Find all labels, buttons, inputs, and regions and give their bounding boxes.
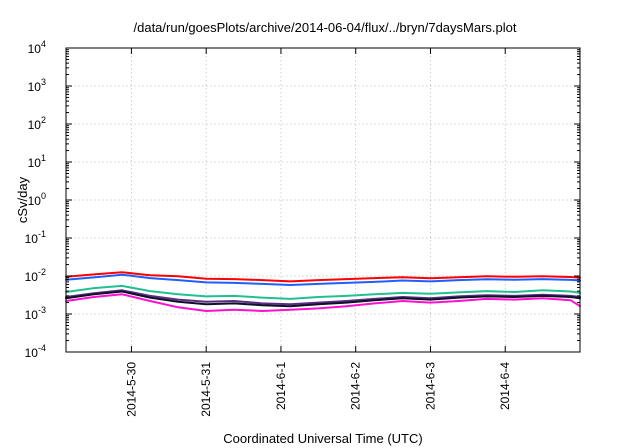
y-tick-exponent: -3: [38, 305, 46, 315]
series-line-3: [65, 284, 581, 300]
y-tick-label: 10-1: [25, 229, 46, 246]
y-tick-base: 10: [28, 118, 42, 132]
x-tick-label: 2014-5-31: [199, 362, 213, 417]
y-tick-exponent: -1: [38, 229, 46, 239]
y-tick-exponent: 2: [41, 115, 46, 125]
y-tick-base: 10: [25, 346, 39, 360]
y-tick-label: 102: [28, 115, 46, 132]
x-tick-labels: 2014-5-30 2014-5-31 2014-6-1 2014-6-2 2014-6…: [124, 362, 512, 417]
chart-title: /data/run/goesPlots/archive/2014-06-04/f…: [134, 20, 517, 35]
y-tick-label: 100: [28, 191, 46, 208]
series-line-1: [65, 271, 581, 283]
y-tick-base: 10: [25, 270, 39, 284]
y-tick-exponent: 4: [41, 39, 46, 49]
x-tick-label: 2014-6-1: [274, 362, 288, 410]
x-tick-label: 2014-6-3: [423, 362, 437, 410]
y-tick-label: 104: [28, 39, 46, 56]
y-tick-base: 10: [28, 80, 42, 94]
y-tick-label: 10-4: [25, 343, 46, 360]
series-line-4: [65, 289, 581, 306]
y-tick-label: 101: [28, 153, 46, 170]
y-tick-exponent: -2: [38, 267, 46, 277]
y-tick-exponent: 1: [41, 153, 46, 163]
x-axis-label: Coordinated Universal Time (UTC): [223, 431, 422, 446]
y-tick-exponent: -4: [38, 343, 46, 353]
y-tick-base: 10: [28, 156, 42, 170]
series-line-5: [65, 290, 581, 308]
y-tick-label: 103: [28, 77, 46, 94]
y-tick-exponent: 0: [41, 191, 46, 201]
y-tick-base: 10: [25, 232, 39, 246]
axis-ticks: [66, 47, 580, 353]
y-tick-label: 10-2: [25, 267, 46, 284]
grid: [66, 48, 580, 352]
y-axis-label: cSv/day: [15, 176, 30, 223]
y-tick-exponent: 3: [41, 77, 46, 87]
series-group: [65, 271, 581, 312]
x-tick-label: 2014-6-4: [498, 362, 512, 410]
series-line-6: [65, 293, 581, 312]
y-tick-label: 10-3: [25, 305, 46, 322]
y-tick-base: 10: [28, 42, 42, 56]
series-line-2: [65, 273, 581, 286]
x-tick-label: 2014-6-2: [349, 362, 363, 410]
y-tick-base: 10: [28, 194, 42, 208]
x-tick-label: 2014-5-30: [124, 362, 138, 417]
y-tick-base: 10: [25, 308, 39, 322]
